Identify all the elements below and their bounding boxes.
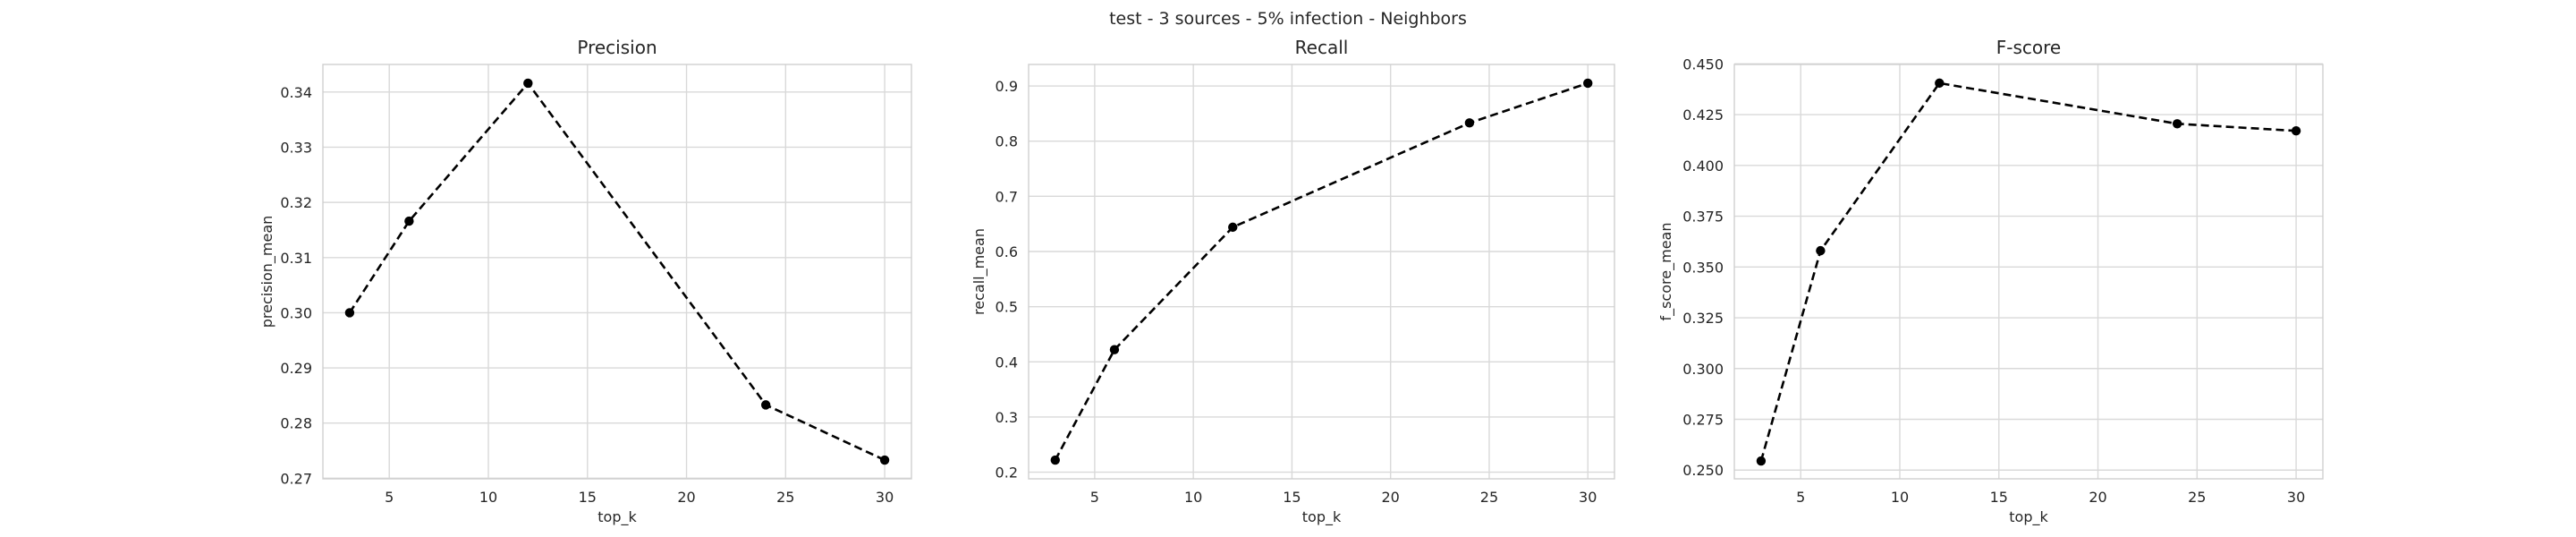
plot-frame bbox=[322, 64, 912, 480]
data-point bbox=[1050, 455, 1060, 465]
data-point bbox=[1756, 456, 1767, 466]
data-point bbox=[1464, 118, 1475, 128]
y-tick-label: 0.27 bbox=[280, 470, 312, 487]
subplot-1: 5 10 15 20 25 30 0.27 0.28 0.29 0.30 0.31 0.32 0.33 0… bbox=[258, 37, 912, 526]
y-tick-label: 0.300 bbox=[1682, 361, 1724, 378]
x-axis-label: top_k bbox=[2009, 508, 2048, 526]
y-tick-label: 0.325 bbox=[1682, 310, 1724, 327]
y-tick-label: 0.32 bbox=[280, 194, 312, 211]
data-point bbox=[760, 400, 771, 410]
y-tick-label: 0.425 bbox=[1682, 107, 1724, 124]
subplot-title: Recall bbox=[1295, 37, 1349, 58]
x-tick-label: 30 bbox=[1579, 489, 1597, 506]
data-point bbox=[1816, 245, 1826, 256]
x-tick-label: 10 bbox=[479, 489, 497, 506]
x-tick-label: 5 bbox=[1090, 489, 1099, 506]
figure-title: test - 3 sources - 5% infection - Neighb… bbox=[1109, 9, 1467, 29]
y-tick-label: 0.33 bbox=[280, 139, 312, 156]
series-line bbox=[1759, 81, 2297, 462]
y-tick-label: 0.5 bbox=[996, 299, 1018, 316]
series-line bbox=[1054, 81, 1589, 461]
y-tick-label: 0.34 bbox=[280, 84, 312, 101]
plot-frame bbox=[1028, 64, 1615, 480]
y-tick-label: 0.275 bbox=[1682, 412, 1724, 429]
subplot-title: F-score bbox=[1996, 37, 2061, 58]
data-point bbox=[344, 308, 355, 318]
data-point bbox=[2291, 126, 2301, 136]
y-tick-label: 0.31 bbox=[280, 250, 312, 267]
y-tick-label: 0.250 bbox=[1682, 462, 1724, 479]
x-tick-label: 15 bbox=[579, 489, 597, 506]
data-point bbox=[1109, 345, 1120, 354]
y-tick-label: 0.28 bbox=[280, 415, 312, 432]
y-tick-label: 0.7 bbox=[996, 188, 1018, 205]
plot-frame bbox=[1733, 64, 2324, 480]
data-point bbox=[1935, 78, 1945, 89]
subplot-3: 5 10 15 20 25 30 0.250 0.275 0.300 0.325 0.350 0.37… bbox=[1657, 37, 2324, 526]
x-tick-label: 15 bbox=[1990, 489, 2008, 506]
x-tick-label: 30 bbox=[2287, 489, 2305, 506]
subplot-title: Precision bbox=[577, 37, 657, 58]
x-tick-label: 20 bbox=[2089, 489, 2106, 506]
y-tick-label: 0.30 bbox=[280, 304, 312, 321]
data-point bbox=[1228, 222, 1238, 233]
x-tick-label: 25 bbox=[2188, 489, 2206, 506]
y-tick-label: 0.450 bbox=[1682, 55, 1724, 72]
x-tick-label: 25 bbox=[1480, 489, 1498, 506]
y-tick-label: 0.6 bbox=[996, 243, 1018, 260]
y-tick-label: 0.29 bbox=[280, 360, 312, 377]
x-tick-label: 5 bbox=[385, 489, 394, 506]
y-axis-label: recall_mean bbox=[970, 228, 988, 315]
y-tick-label: 0.350 bbox=[1682, 259, 1724, 276]
x-tick-label: 30 bbox=[876, 489, 894, 506]
y-tick-label: 0.375 bbox=[1682, 209, 1724, 226]
subplots-container: 5 10 15 20 25 300.270.280.290.300.310.320.330… bbox=[258, 37, 2324, 526]
x-tick-label: 15 bbox=[1283, 489, 1301, 506]
y-tick-label: 0.400 bbox=[1682, 158, 1724, 175]
y-axis-label: f_score_mean bbox=[1657, 223, 1675, 321]
data-point bbox=[2172, 119, 2182, 129]
y-axis-label: precision_mean bbox=[258, 216, 276, 328]
x-axis-label: top_k bbox=[1302, 508, 1342, 526]
x-tick-label: 20 bbox=[1382, 489, 1400, 506]
y-tick-label: 0.4 bbox=[996, 354, 1018, 371]
data-point bbox=[879, 455, 890, 465]
x-tick-label: 10 bbox=[1891, 489, 1909, 506]
x-axis-label: top_k bbox=[597, 508, 637, 526]
subplot-2: 5 10 15 20 25 30 0.2 0.3 0.4 0.5 0.6 0.7 0.8 0.9 Recal… bbox=[970, 37, 1615, 526]
data-point bbox=[523, 78, 533, 89]
data-point bbox=[404, 216, 414, 226]
data-point bbox=[1583, 78, 1593, 89]
x-tick-label: 20 bbox=[677, 489, 695, 506]
series-line bbox=[348, 81, 886, 462]
y-tick-label: 0.2 bbox=[996, 465, 1018, 482]
y-tick-label: 0.9 bbox=[996, 78, 1018, 95]
y-tick-label: 0.8 bbox=[996, 133, 1018, 150]
y-tick-label: 0.3 bbox=[996, 409, 1018, 426]
x-tick-label: 10 bbox=[1184, 489, 1202, 506]
x-tick-label: 25 bbox=[776, 489, 794, 506]
x-tick-label: 5 bbox=[1796, 489, 1805, 506]
